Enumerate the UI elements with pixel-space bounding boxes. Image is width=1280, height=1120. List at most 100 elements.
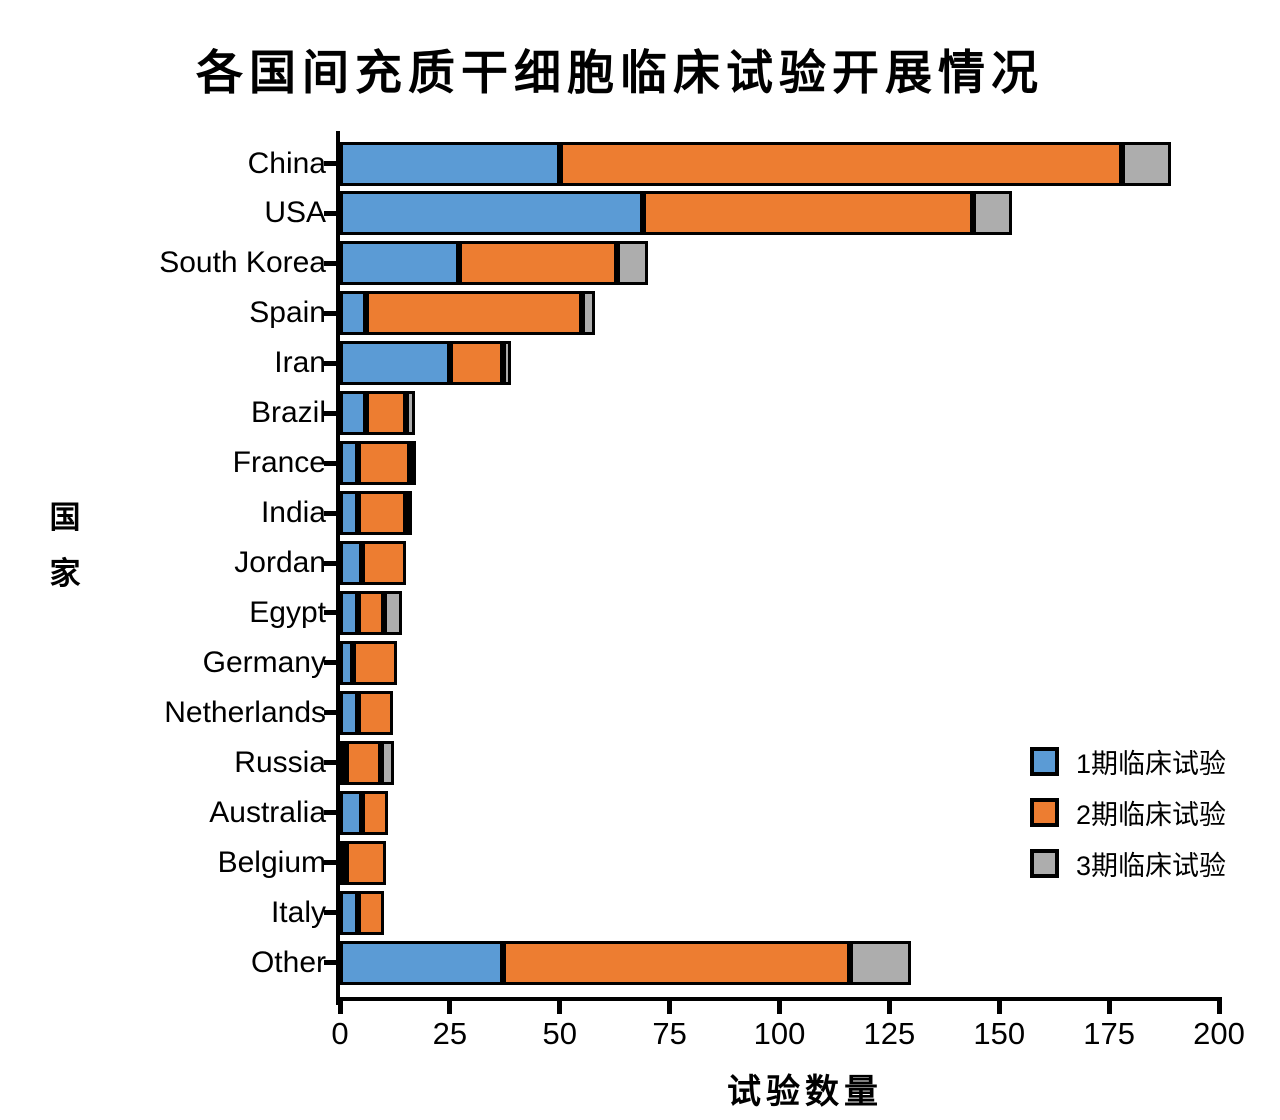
x-tick-label-75: 75 (652, 1016, 687, 1051)
bar-germany (340, 640, 398, 685)
bar-spain (340, 291, 595, 336)
bar-segment-phase2-brazil (366, 391, 406, 436)
chart-title: 各国间充质干细胞临床试验开展情况 (196, 46, 1044, 101)
bar-brazil (340, 391, 415, 436)
x-axis-tick (996, 1000, 1002, 1014)
bar-segment-phase2-india (357, 491, 406, 536)
bar-segment-phase2-australia (361, 790, 389, 835)
category-label-belgium: Belgium (217, 845, 326, 879)
legend: 1期临床试验 2期临床试验 3期临床试验 (1030, 746, 1226, 899)
bar-segment-phase3-usa (972, 191, 1013, 236)
bar-china (340, 141, 1171, 186)
legend-swatch-phase2 (1030, 797, 1059, 827)
y-axis-tick (324, 510, 338, 516)
bar-segment-phase1-australia (340, 790, 362, 835)
y-axis-label: 国家 (49, 500, 81, 591)
bar-segment-phase1-russia (340, 740, 346, 785)
x-axis-tick (1106, 1000, 1112, 1014)
category-label-spain: Spain (249, 296, 326, 330)
bar-australia (340, 790, 389, 835)
bar-segment-phase2-netherlands (357, 690, 393, 735)
y-axis-tick (324, 860, 338, 866)
category-label-netherlands: Netherlands (164, 695, 326, 729)
bar-segment-phase2-iran (449, 341, 503, 386)
x-tick-label-0: 0 (331, 1016, 349, 1051)
x-axis-tick (447, 1000, 453, 1014)
x-axis-tick (1216, 1000, 1222, 1014)
bar-segment-phase1-netherlands (340, 690, 358, 735)
bar-segment-phase1-other (340, 940, 503, 985)
bar-segment-phase3-russia (381, 740, 395, 785)
bar-segment-phase2-jordan (361, 541, 406, 586)
bar-segment-phase2-italy (357, 890, 384, 935)
legend-label-phase3: 3期临床试验 (1076, 850, 1227, 881)
y-axis-tick (324, 610, 338, 616)
category-label-india: India (260, 496, 326, 530)
legend-swatch-phase1 (1030, 746, 1059, 776)
bar-segment-phase1-usa (340, 191, 644, 236)
y-axis-tick (324, 760, 338, 766)
x-axis-label: 试验数量 (727, 1073, 883, 1111)
bar-segment-phase1-germany (340, 640, 354, 685)
category-label-china: China (247, 146, 326, 180)
y-axis-line (336, 131, 340, 1005)
bar-segment-phase2-china (559, 141, 1123, 186)
y-axis-tick (324, 260, 338, 266)
bar-egypt (340, 590, 402, 635)
bar-segment-phase1-brazil (340, 391, 367, 436)
bar-segment-phase2-usa (643, 191, 973, 236)
y-axis-tick (324, 310, 338, 316)
category-label-usa: USA (264, 196, 326, 230)
bar-segment-phase3-spain (581, 291, 595, 336)
bar-segment-phase2-france (357, 441, 411, 486)
bar-iran (340, 341, 512, 386)
x-axis-tick (886, 1000, 892, 1014)
bar-south-korea (340, 241, 648, 286)
x-axis-line (336, 997, 1222, 1001)
bar-segment-phase1-south-korea (340, 241, 459, 286)
category-label-germany: Germany (202, 645, 326, 679)
legend-item-phase1: 1期临床试验 (1030, 746, 1226, 779)
x-axis-tick (337, 1000, 343, 1014)
x-axis-tick (777, 1000, 782, 1014)
bar-segment-phase2-russia (346, 740, 382, 785)
bar-segment-phase1-jordan (340, 541, 362, 586)
bar-italy (340, 890, 384, 935)
x-tick-label-25: 25 (432, 1016, 468, 1051)
bar-segment-phase3-south-korea (616, 241, 648, 286)
x-tick-label-150: 150 (973, 1016, 1026, 1051)
bar-segment-phase1-egypt (340, 590, 358, 635)
bar-other (340, 940, 912, 985)
category-label-france: France (232, 446, 326, 480)
y-axis-tick (324, 560, 338, 566)
y-axis-tick (324, 810, 338, 816)
bar-belgium (340, 840, 386, 885)
bar-segment-phase3-india (405, 491, 412, 536)
bar-segment-phase1-italy (340, 890, 358, 935)
bar-segment-phase3-france (410, 441, 417, 486)
bar-segment-phase2-belgium (346, 840, 386, 885)
x-tick-label-50: 50 (542, 1016, 577, 1051)
y-axis-tick (324, 161, 338, 166)
legend-label-phase1: 1期临床试验 (1076, 748, 1227, 779)
bar-segment-phase2-egypt (357, 590, 384, 635)
bar-usa (340, 191, 1013, 236)
bar-india (340, 491, 412, 536)
category-label-jordan: Jordan (234, 546, 326, 580)
y-axis-tick (324, 660, 338, 666)
bar-segment-phase1-china (340, 141, 560, 186)
category-label-russia: Russia (234, 745, 326, 779)
category-label-egypt: Egypt (249, 595, 326, 629)
legend-item-phase2: 2期临床试验 (1030, 797, 1226, 830)
bar-segment-phase2-germany (353, 640, 398, 685)
y-axis-tick (324, 210, 338, 216)
y-axis-tick (324, 460, 338, 466)
category-label-italy: Italy (270, 895, 326, 929)
y-axis-tick (324, 410, 338, 416)
y-axis-tick (324, 960, 338, 966)
category-label-australia: Australia (209, 795, 326, 829)
bar-segment-phase1-spain (340, 291, 367, 336)
y-axis-tick (324, 910, 338, 916)
bar-segment-phase3-other (849, 940, 912, 985)
